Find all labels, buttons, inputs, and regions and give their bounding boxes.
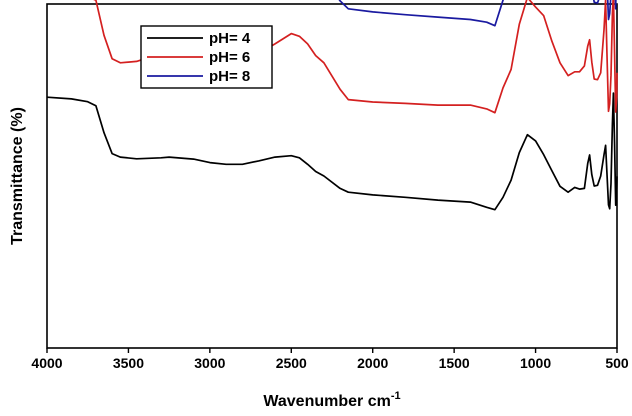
x-tick-label: 3500 [113,355,144,371]
series-line-2 [93,0,618,114]
x-tick-label: 1500 [439,355,470,371]
x-tick-label: 1000 [520,355,551,371]
series-line-1 [46,92,618,211]
y-axis-title: Transmittance (%) [9,107,26,245]
series-layer [46,0,618,211]
legend-label: pH= 8 [209,68,250,85]
legend: pH= 4 pH= 6 pH= 8 [140,25,273,89]
legend-label: pH= 4 [209,30,251,47]
x-tick-label: 2000 [357,355,388,371]
x-ticks: 4000 3500 3000 2500 2000 1500 1000 500 [31,348,629,371]
x-axis-title: Wavenumber cm-1 [263,390,400,410]
x-tick-label: 500 [605,355,629,371]
series-line-3 [338,0,617,27]
plot-border [46,3,618,349]
x-tick-label: 3000 [194,355,225,371]
x-axis-title-text: Wavenumber cm [263,393,390,410]
plot-frame [46,3,618,349]
x-tick-label: 4000 [31,355,62,371]
x-axis-title-superscript: -1 [391,390,401,402]
x-tick-label: 2500 [276,355,307,371]
legend-label: pH= 6 [209,49,250,66]
